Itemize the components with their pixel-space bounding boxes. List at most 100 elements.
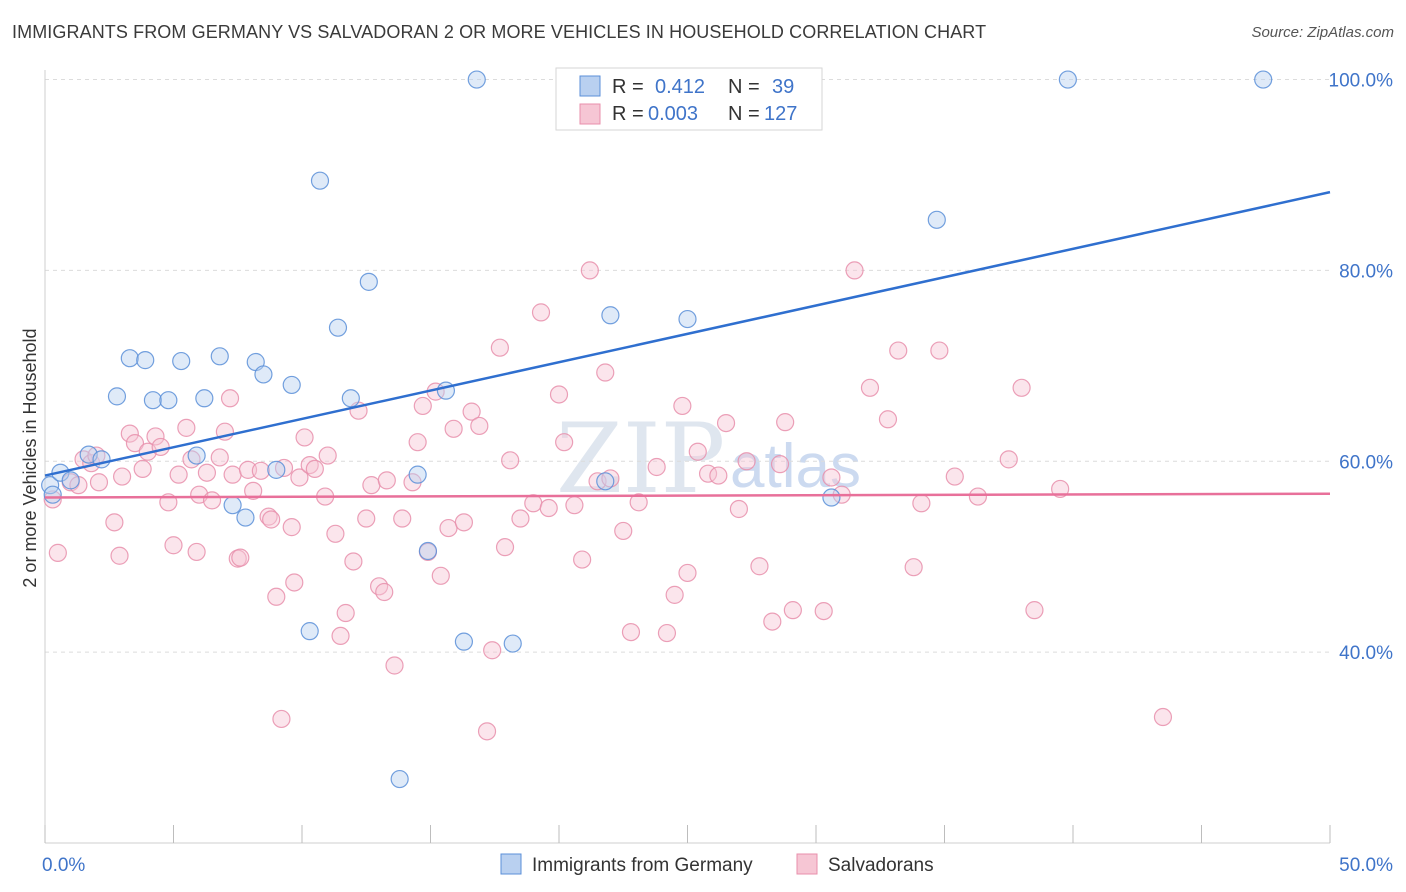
data-point-germany (678, 309, 697, 329)
data-point-salvadorans (151, 437, 170, 457)
x-tick-label: 50.0% (1339, 855, 1393, 876)
data-point-germany (43, 485, 62, 504)
data-point-salvadorans (845, 261, 864, 280)
data-point-germany (503, 634, 522, 653)
legend-swatch-germany (579, 75, 601, 97)
data-point-germany (136, 351, 155, 370)
data-point-salvadorans (197, 463, 217, 482)
data-point-salvadorans (783, 601, 802, 620)
data-point-salvadorans (336, 603, 355, 623)
data-point-salvadorans (305, 459, 324, 479)
data-point-salvadorans (889, 341, 908, 360)
data-point-salvadorans (470, 416, 489, 436)
data-point-salvadorans (621, 622, 641, 642)
data-point-salvadorans (431, 566, 450, 585)
data-point-salvadorans (177, 418, 196, 437)
data-point-salvadorans (164, 536, 183, 555)
data-point-salvadorans (133, 459, 152, 479)
data-point-salvadorans (930, 341, 949, 360)
data-point-salvadorans (776, 413, 795, 432)
data-point-salvadorans (1051, 479, 1070, 499)
data-point-salvadorans (48, 543, 67, 562)
data-point-salvadorans (770, 455, 790, 474)
data-point-salvadorans (814, 601, 833, 621)
data-point-salvadorans (169, 465, 188, 484)
data-point-germany (1254, 70, 1273, 89)
series-legend-swatch-salvadorans (796, 853, 818, 875)
data-point-salvadorans (539, 498, 558, 518)
data-point-salvadorans (737, 452, 756, 471)
data-point-salvadorans (125, 434, 145, 453)
trend-lines (44, 190, 1331, 499)
data-point-salvadorans (531, 303, 551, 322)
data-point-salvadorans (1153, 707, 1173, 727)
data-point-salvadorans (629, 493, 648, 512)
data-point-salvadorans (244, 481, 263, 500)
y-tick-label: 100.0% (1329, 71, 1394, 92)
legend-swatch-salvadorans (579, 103, 601, 125)
data-point-salvadorans (912, 494, 931, 513)
data-point-salvadorans (385, 656, 404, 675)
data-point-salvadorans (495, 538, 515, 557)
data-point-salvadorans (267, 587, 286, 606)
data-point-salvadorans (187, 542, 206, 562)
data-point-salvadorans (105, 513, 124, 532)
legend-r-label-1: R = (612, 76, 644, 98)
data-point-salvadorans (43, 490, 62, 509)
data-point-salvadorans (251, 461, 270, 480)
trend-line-salvadorans (44, 492, 1331, 499)
data-point-germany (254, 365, 273, 384)
data-point-salvadorans (565, 496, 584, 515)
data-point-salvadorans (614, 521, 633, 541)
data-point-salvadorans (377, 471, 396, 490)
axes (44, 70, 1331, 844)
data-point-salvadorans (331, 626, 350, 646)
data-point-salvadorans (580, 261, 599, 280)
data-point-germany (223, 496, 242, 515)
data-point-salvadorans (657, 623, 677, 643)
data-point-salvadorans (112, 467, 132, 486)
data-point-salvadorans (549, 385, 569, 404)
y-axis-label: 2 or more Vehicles in Household (20, 328, 40, 587)
trend-line-germany (44, 190, 1331, 477)
data-point-salvadorans (444, 419, 463, 438)
y-tick-label: 60.0% (1339, 452, 1393, 473)
chart-source: Source: ZipAtlas.com (1251, 24, 1394, 41)
data-point-salvadorans (89, 473, 109, 492)
data-point-salvadorans (146, 427, 165, 446)
data-point-salvadorans (326, 524, 345, 543)
data-point-salvadorans (272, 709, 291, 729)
data-point-salvadorans (763, 612, 782, 631)
data-point-salvadorans (318, 446, 337, 465)
data-point-germany (187, 446, 206, 465)
data-point-salvadorans (999, 450, 1018, 469)
data-point-germany (454, 632, 474, 651)
data-point-salvadorans (202, 491, 222, 510)
data-point-salvadorans (678, 563, 697, 583)
tick-labels: 40.0% 60.0% 80.0% 100.0% 0.0% 50.0% (42, 71, 1393, 876)
data-point-germany (282, 375, 301, 395)
data-point-salvadorans (555, 433, 574, 452)
data-point-germany (341, 389, 360, 408)
data-point-germany (159, 391, 178, 410)
legend-n-value-1: 39 (772, 76, 794, 98)
legend-r-value-1: 0.412 (655, 76, 705, 98)
chart-title: IMMIGRANTS FROM GERMANY VS SALVADORAN 2 … (12, 22, 987, 42)
data-point-salvadorans (393, 509, 412, 528)
data-point-salvadorans (262, 510, 281, 529)
legend-n-label-2: N = (728, 103, 760, 125)
data-point-salvadorans (860, 378, 880, 397)
data-point-germany (328, 318, 348, 337)
data-point-salvadorans (878, 410, 898, 429)
data-point-salvadorans (375, 582, 394, 602)
data-point-salvadorans (362, 476, 381, 495)
data-point-salvadorans (501, 451, 520, 470)
data-point-germany (107, 387, 127, 406)
data-point-salvadorans (822, 468, 841, 487)
data-point-salvadorans (370, 577, 389, 596)
legend-r-value-2: 0.003 (648, 103, 698, 125)
data-point-germany (61, 471, 80, 490)
data-point-salvadorans (285, 573, 304, 592)
data-point-salvadorans (596, 363, 615, 382)
data-point-salvadorans (968, 487, 988, 506)
